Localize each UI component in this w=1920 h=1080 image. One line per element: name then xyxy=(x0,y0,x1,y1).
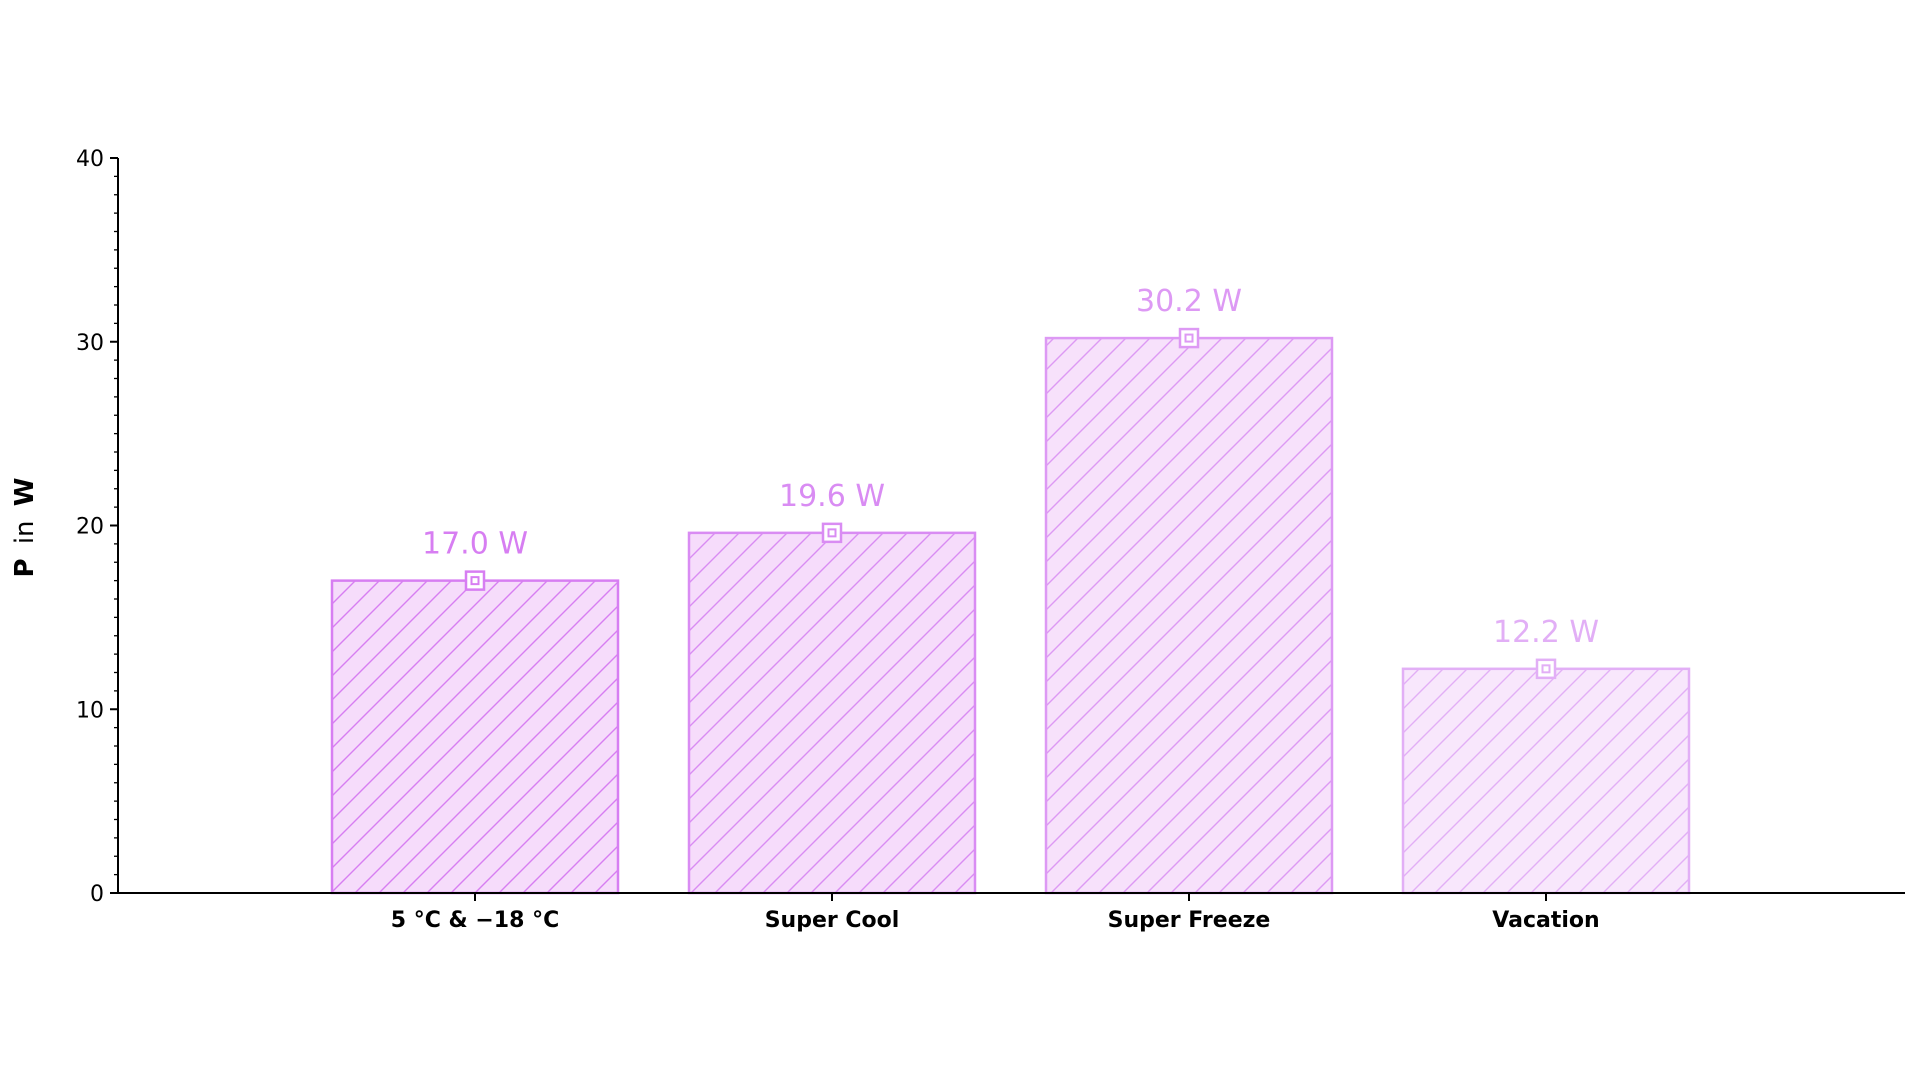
axes-layer: 0 10 20 30 40 5 °C & −18 °C Super Cool Super F… xyxy=(76,147,1905,933)
bar-value-label: 17.0 W xyxy=(422,527,528,562)
y-tick-label: 30 xyxy=(76,331,104,356)
bar-marker-outer xyxy=(1178,327,1200,349)
bar-value-label: 19.6 W xyxy=(779,479,885,514)
y-tick-label: 10 xyxy=(76,698,104,723)
y-axis-label-connector: in xyxy=(10,520,40,544)
bars-layer: 17.0 W 19.6 W 30.2 W 12.2 W xyxy=(330,284,1691,895)
x-ticks: 5 °C & −18 °C Super Cool Super Freeze Vacat… xyxy=(391,893,1600,933)
y-tick-label: 0 xyxy=(90,882,104,907)
bar-marker-outer xyxy=(821,522,843,544)
x-tick-label: Super Freeze xyxy=(1108,908,1271,933)
y-axis-label-unit: W xyxy=(10,478,40,507)
bar xyxy=(1044,336,1334,895)
x-tick-label: Vacation xyxy=(1492,908,1599,933)
bar xyxy=(330,579,620,895)
y-tick-label: 20 xyxy=(76,515,104,540)
bar-marker-outer xyxy=(464,570,486,591)
bar-marker-inner xyxy=(470,576,480,586)
x-tick-label: 5 °C & −18 °C xyxy=(391,908,559,933)
bar-value-label: 30.2 W xyxy=(1136,284,1242,319)
y-ticks: 0 10 20 30 40 xyxy=(76,147,118,907)
bar-marker-outer xyxy=(1535,658,1557,680)
bar-marker-inner xyxy=(1184,333,1194,343)
y-axis-label-symbol: P xyxy=(10,558,40,577)
y-axis-label: P in W xyxy=(10,478,40,578)
bar xyxy=(1401,667,1691,895)
bar-value-label: 12.2 W xyxy=(1493,615,1599,650)
x-tick-label: Super Cool xyxy=(765,908,900,933)
y-tick-label: 40 xyxy=(76,147,104,172)
bar-marker-inner xyxy=(827,528,837,538)
bar-marker-inner xyxy=(1541,664,1551,674)
bar xyxy=(687,531,977,895)
